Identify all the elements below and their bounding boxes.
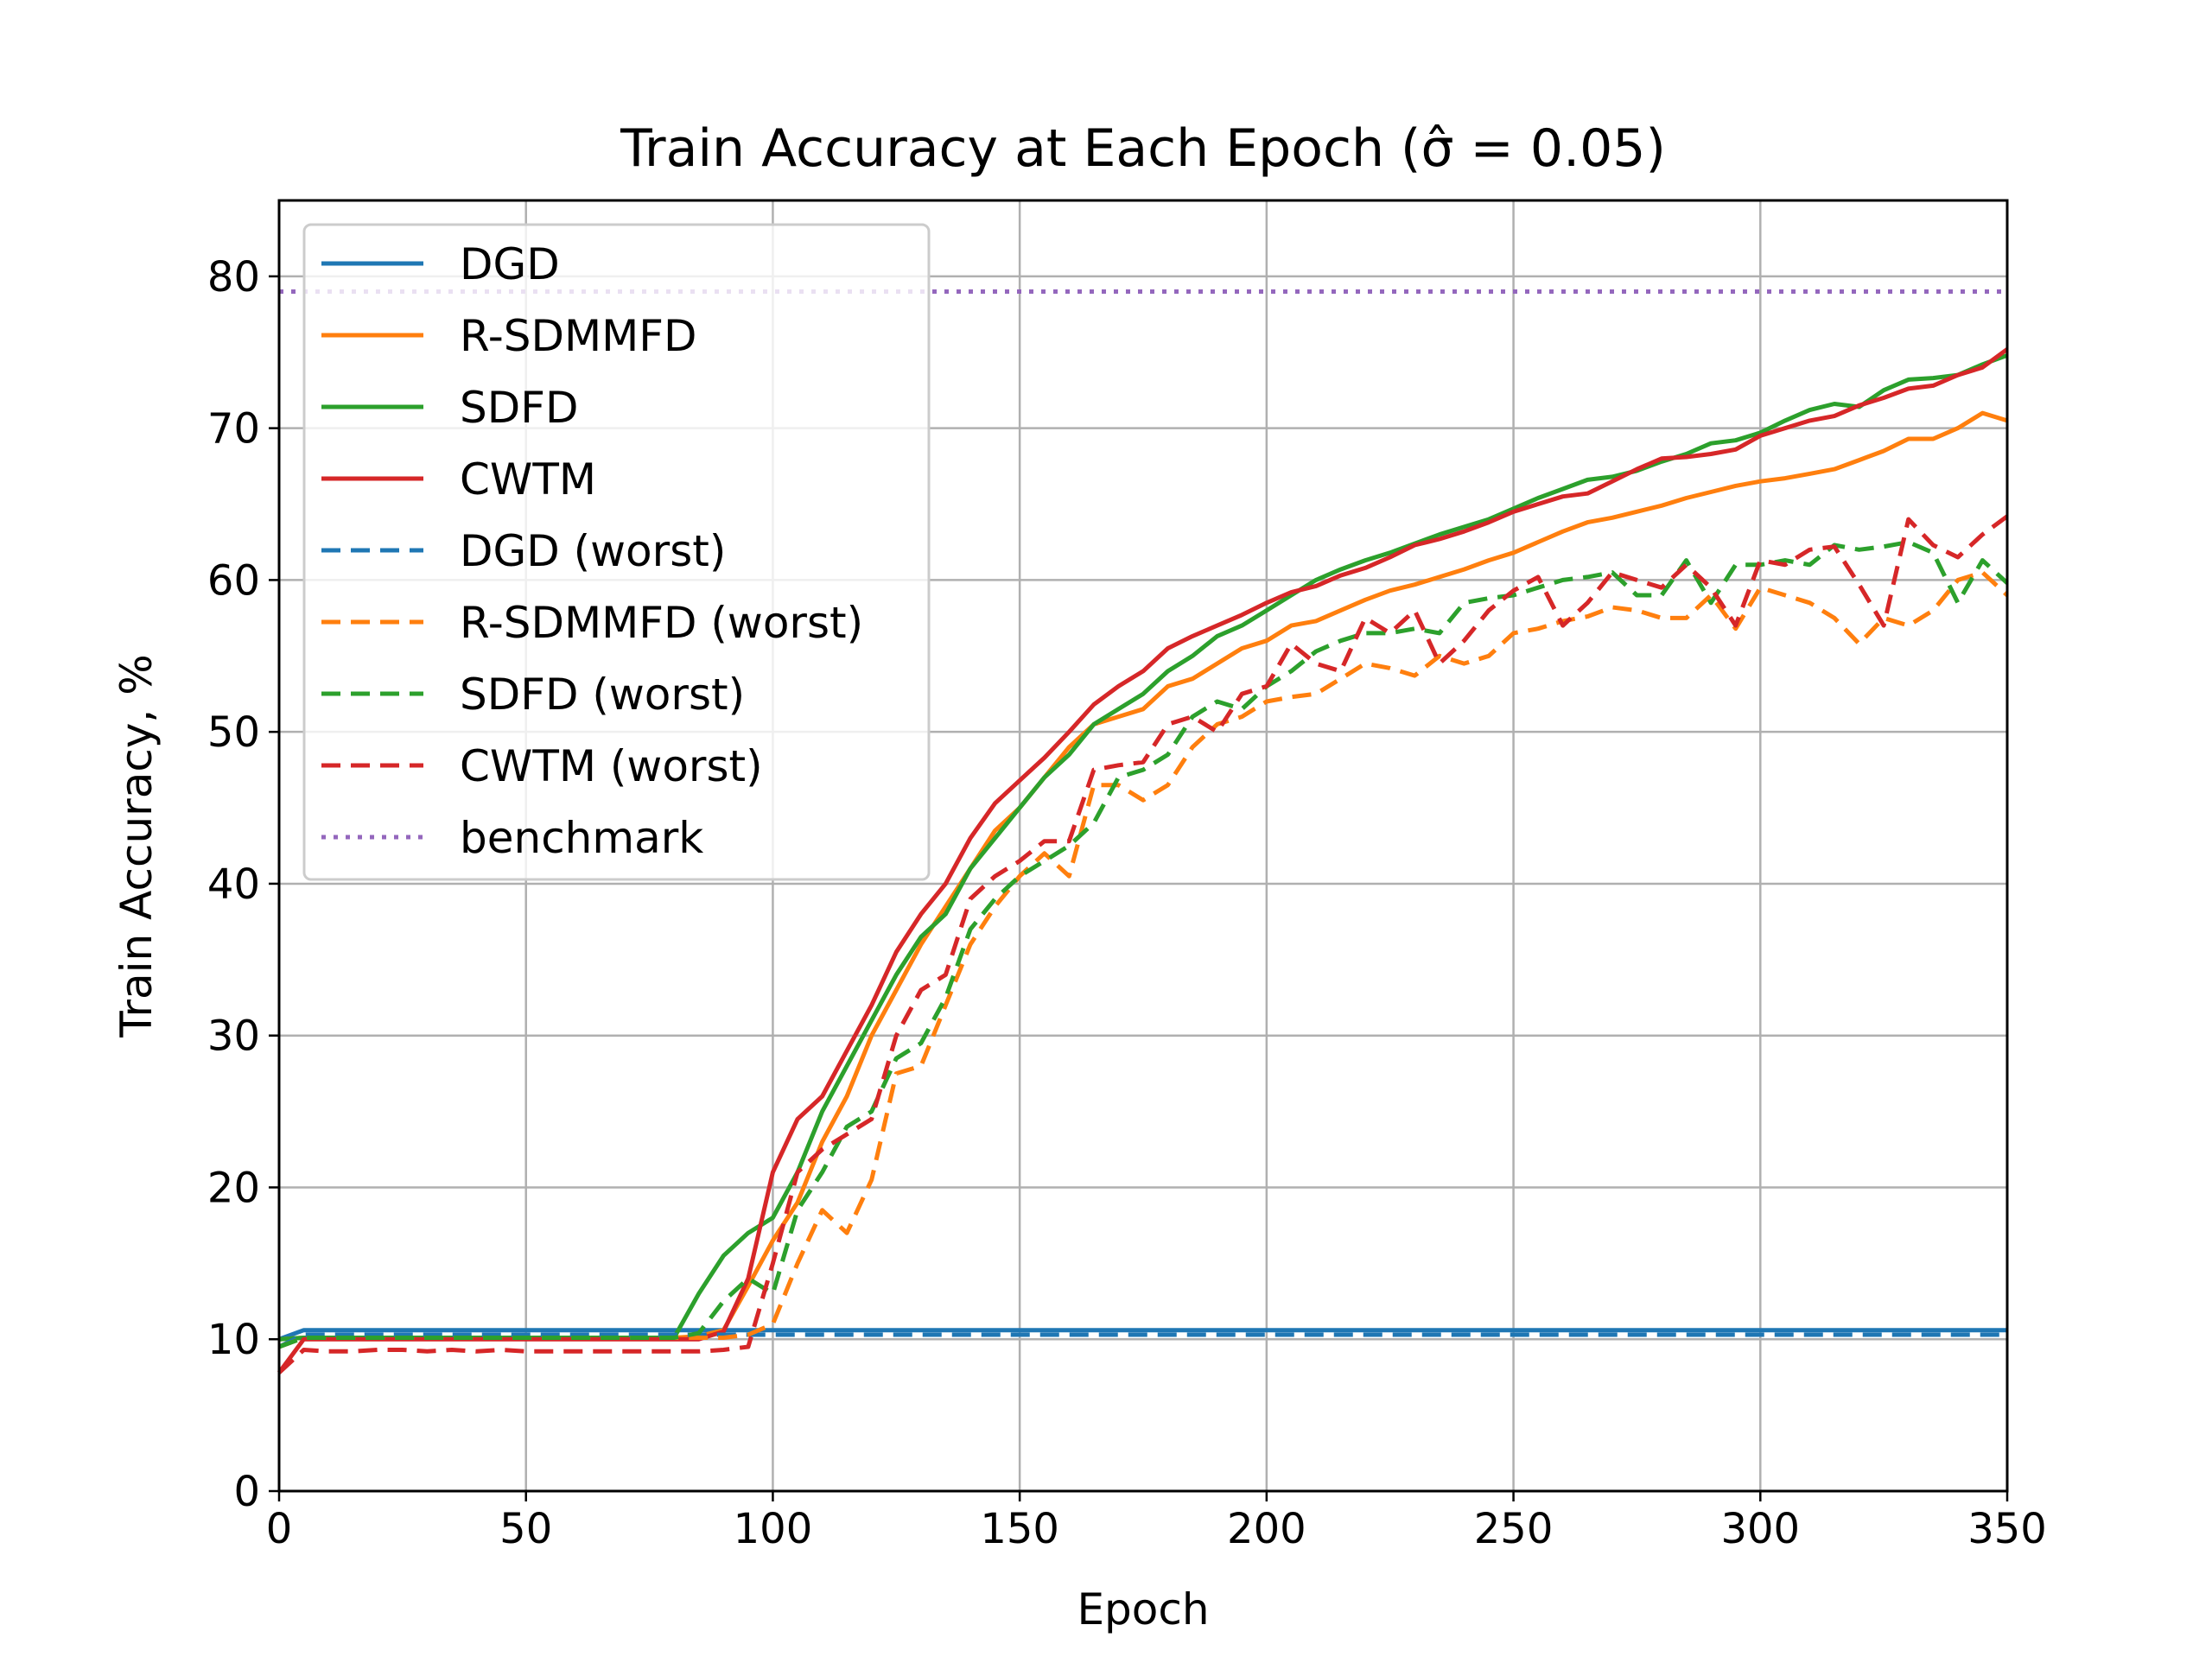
y-tick-label: 30 (207, 1012, 260, 1061)
y-tick-label: 80 (207, 253, 260, 301)
x-tick-label: 300 (1720, 1505, 1800, 1553)
legend-label-r-sdmmfd-worst: R-SDMMFD (worst) (460, 598, 863, 648)
series-line-sdfd-worst (278, 540, 2009, 1349)
y-tick-label: 70 (207, 405, 260, 454)
y-tick-label: 60 (207, 556, 260, 605)
x-tick-label: 100 (734, 1505, 813, 1553)
y-tick-label: 40 (207, 860, 260, 909)
series-line-dgd (278, 1328, 2007, 1342)
legend-label-benchmark: benchmark (460, 813, 703, 863)
legend-label-dgd: DGD (460, 239, 560, 289)
x-axis-label: Epoch (1077, 1584, 1209, 1634)
legend-label-cwtm: CWTM (460, 454, 596, 505)
legend-label-r-sdmmfd: R-SDMMFD (460, 311, 697, 361)
y-axis-label: Train Accuracy, % (111, 654, 162, 1038)
x-tick-label: 200 (1227, 1505, 1306, 1553)
y-tick-label: 0 (233, 1468, 260, 1516)
x-tick-label: 350 (1967, 1505, 2047, 1553)
legend-label-sdfd-worst: SDFD (worst) (460, 670, 745, 720)
legend-label-dgd-worst: DGD (worst) (460, 526, 726, 576)
x-tick-label: 0 (266, 1505, 293, 1553)
x-tick-label: 50 (499, 1505, 552, 1553)
legend-label-sdfd: SDFD (460, 383, 579, 433)
legend-label-cwtm-worst: CWTM (worst) (460, 741, 763, 791)
y-tick-label: 20 (207, 1164, 260, 1212)
y-tick-label: 10 (207, 1316, 260, 1364)
series-line-dgd-worst (277, 1332, 2007, 1349)
y-tick-label: 50 (207, 708, 260, 757)
x-tick-label: 150 (980, 1505, 1059, 1553)
series-line-cwtm (276, 347, 2009, 1374)
legend-box (302, 223, 931, 881)
x-tick-label: 250 (1474, 1505, 1554, 1553)
series-line-cwtm-worst (277, 514, 2009, 1374)
legend: DGD R-SDMMFD SDFD CWTM DGD (worst) R-SDMMFD (… (302, 223, 931, 881)
axis-ticks: 0 50 100 150 200 250 300 350 0 10 20 30 40 50 60 70 80 (207, 253, 2047, 1553)
series-line-r-sdmmfd-worst (278, 570, 2009, 1349)
plot-frame (277, 199, 2009, 1493)
chart-title: Train Accuracy at Each Epoch (σ̂ = 0.05) (620, 118, 1666, 179)
series-lines (276, 289, 2009, 1374)
